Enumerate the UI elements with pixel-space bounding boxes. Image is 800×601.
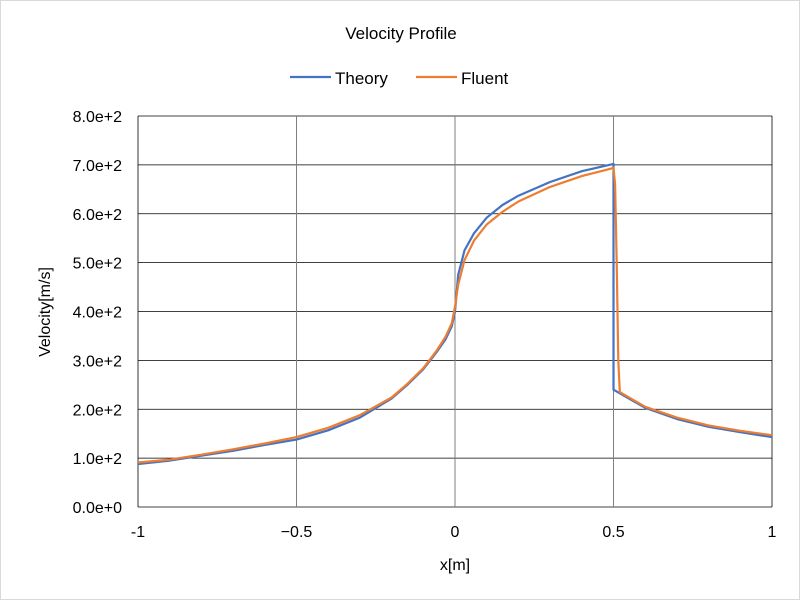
x-tick-label: 0 — [451, 524, 460, 541]
y-tick-label: 5.0e+2 — [73, 256, 122, 273]
x-tick-label: 0.5 — [602, 524, 624, 541]
y-tick-label: 3.0e+2 — [73, 353, 122, 370]
y-tick-label: 0.0e+0 — [73, 500, 122, 517]
y-tick-label: 1.0e+2 — [73, 451, 122, 468]
series-line-fluent — [137, 166, 773, 464]
y-tick-label: 6.0e+2 — [73, 207, 122, 224]
y-tick-label: 8.0e+2 — [73, 109, 122, 126]
y-axis-label: Velocity[m/s] — [37, 267, 54, 357]
x-tick-label: -1 — [131, 524, 145, 541]
y-tick-label: 4.0e+2 — [73, 305, 122, 322]
chart-title: Velocity Profile — [345, 24, 457, 43]
x-tick-labels: -1 −0.5 0 0.5 1 — [131, 524, 777, 541]
x-tick-label: −0.5 — [281, 524, 313, 541]
y-tick-label: 7.0e+2 — [73, 158, 122, 175]
legend-label-theory: Theory — [335, 69, 388, 88]
y-tick-labels: 0.0e+0 1.0e+2 2.0e+2 3.0e+2 4.0e+2 5.0e+2 6.0e… — [73, 109, 122, 517]
y-tick-label: 2.0e+2 — [73, 402, 122, 419]
legend: Theory Fluent — [290, 69, 509, 88]
x-axis-label: x[m] — [440, 557, 470, 574]
series-lines — [137, 162, 773, 466]
x-tick-label: 1 — [768, 524, 777, 541]
legend-label-fluent: Fluent — [461, 69, 509, 88]
